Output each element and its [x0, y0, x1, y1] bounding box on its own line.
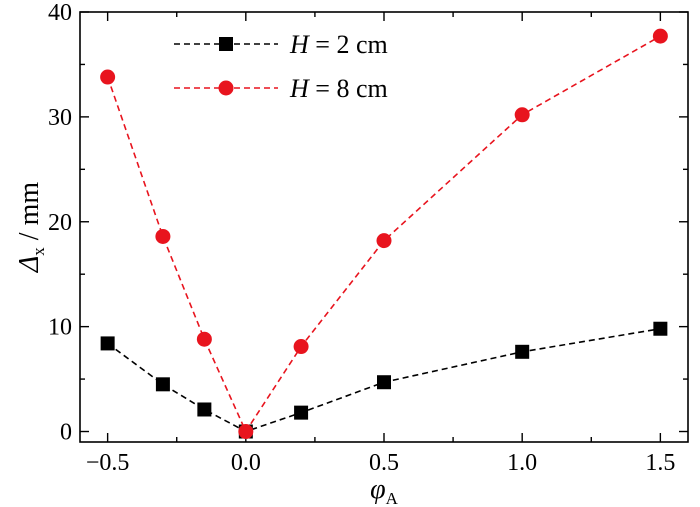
- legend-label: H = 2 cm: [289, 30, 388, 59]
- data-point: [196, 331, 212, 347]
- data-point: [155, 228, 171, 244]
- y-tick-label: 40: [48, 0, 72, 26]
- y-tick-label: 0: [60, 420, 72, 446]
- x-tick-label: 1.0: [507, 450, 537, 476]
- data-point: [155, 377, 170, 392]
- data-point: [197, 402, 212, 417]
- x-tick-label: 0.5: [369, 450, 399, 476]
- x-tick-label: 0.0: [231, 450, 261, 476]
- series-layer: [100, 28, 668, 440]
- data-point: [652, 28, 668, 44]
- legend-entry-2: H = 8 cm: [174, 74, 388, 103]
- data-point: [653, 321, 668, 336]
- data-point: [294, 405, 309, 420]
- x-tick-label: −0.5: [86, 450, 130, 476]
- data-point: [515, 344, 530, 359]
- series-2: [100, 28, 668, 440]
- legend-marker: [218, 80, 234, 96]
- legend-marker: [219, 37, 233, 51]
- series-1: [100, 321, 668, 439]
- data-point: [100, 336, 115, 351]
- y-tick-label: 20: [48, 210, 72, 236]
- series-line: [107, 327, 661, 433]
- data-point: [377, 375, 391, 390]
- legend: H = 2 cm H = 8 cm: [174, 30, 388, 103]
- axes-layer: −0.5 0.0 0.5 1.0 1.5 0 10 20 30 40: [48, 0, 689, 476]
- x-axis-title: φA: [370, 474, 399, 507]
- data-point: [100, 69, 116, 85]
- x-tick-label: 1.5: [645, 450, 675, 476]
- data-point: [514, 107, 530, 123]
- legend-label: H = 8 cm: [289, 74, 388, 103]
- series-line: [106, 35, 661, 434]
- y-tick-label: 30: [48, 105, 72, 131]
- data-point: [293, 339, 309, 355]
- data-point: [376, 233, 392, 249]
- axis-titles: φA Δx / mm: [14, 182, 399, 507]
- data-point: [238, 424, 254, 440]
- y-axis-title: Δx / mm: [14, 182, 48, 273]
- y-tick-label: 10: [48, 315, 72, 341]
- legend-entry-1: H = 2 cm: [174, 30, 388, 59]
